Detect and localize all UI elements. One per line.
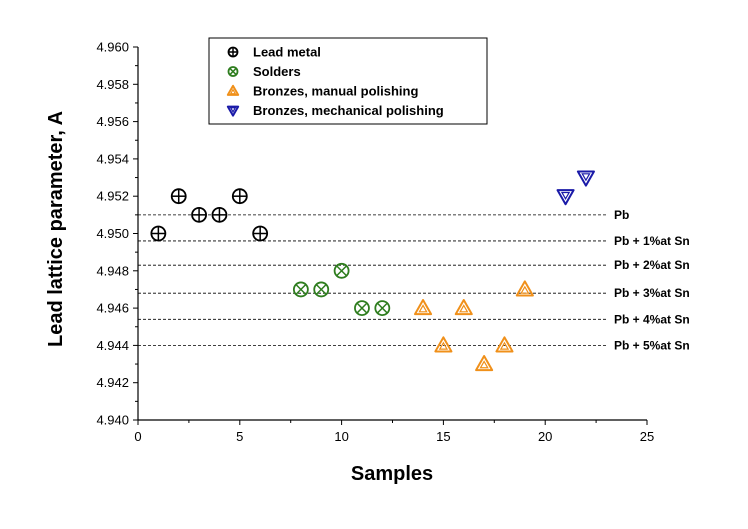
marker-stroke	[356, 302, 368, 314]
legend-entry-label: Bronzes, manual polishing	[253, 84, 418, 99]
series-bronzes-mechanical-polishing	[556, 170, 595, 206]
legend-box	[208, 37, 488, 125]
reference-line-label: Pb + 5%at Sn	[614, 338, 690, 352]
x-axis-title: Samples	[351, 463, 433, 485]
data-point	[576, 170, 595, 187]
data-point	[374, 300, 391, 317]
reference-line-label: Pb + 3%at Sn	[614, 286, 690, 300]
data-point	[454, 299, 473, 316]
y-tick-label: 4.942	[96, 375, 129, 390]
marker-inner	[581, 173, 591, 182]
y-tick-label: 4.954	[96, 151, 129, 166]
marker-stroke	[295, 283, 307, 295]
marker-ring	[292, 281, 309, 298]
marker-inner	[229, 88, 237, 95]
marker-outer	[226, 105, 240, 117]
marker-inner	[520, 285, 530, 294]
y-tick-label: 4.952	[96, 189, 129, 204]
marker-outer	[434, 336, 453, 353]
marker-stroke	[229, 67, 237, 76]
data-point	[292, 281, 309, 298]
marker-outer	[576, 170, 595, 187]
data-point	[475, 355, 494, 372]
legend-entry-label: Solders	[253, 64, 301, 79]
x-tick-label: 10	[334, 429, 348, 444]
marker-ring	[227, 66, 239, 77]
marker-inner	[479, 360, 489, 369]
marker-outer	[413, 299, 433, 316]
marker-outer	[226, 84, 240, 96]
y-tick-label: 4.950	[96, 226, 129, 241]
data-point	[434, 336, 453, 353]
series-bronzes-manual-polishing	[413, 280, 534, 372]
marker-ring	[354, 300, 370, 317]
marker-stroke	[336, 265, 348, 277]
marker-inner	[560, 191, 571, 201]
legend-marker	[226, 84, 240, 96]
reference-line-label: Pb + 1%at Sn	[614, 234, 690, 248]
x-tick-label: 0	[134, 429, 141, 444]
marker-ring	[374, 300, 391, 317]
data-point	[211, 206, 228, 223]
data-point	[231, 188, 248, 205]
legend-entry-label: Bronzes, mechanical polishing	[253, 103, 444, 118]
legend: Lead metal Solders Bronzes, manual polishi…	[208, 37, 488, 125]
marker-inner	[459, 304, 469, 313]
marker-inner	[418, 304, 428, 313]
y-tick-label: 4.956	[96, 114, 129, 129]
marker-stroke	[376, 302, 388, 314]
axes: 4.940 4.942 4.944 4.946 4.948 4.950 4.952 4.954…	[96, 40, 654, 445]
x-tick-label: 20	[538, 429, 552, 444]
data-point	[556, 189, 575, 206]
y-tick-label: 4.940	[96, 413, 129, 428]
data-point	[515, 280, 534, 297]
x-tick-label: 5	[236, 429, 243, 444]
marker-inner	[438, 341, 449, 350]
legend-entry-label: Lead metal	[253, 45, 321, 60]
data-point	[413, 299, 433, 316]
y-tick-label: 4.958	[96, 77, 129, 92]
reference-line-label: Pb + 4%at Sn	[614, 312, 690, 326]
reference-line-label: Pb	[614, 208, 629, 222]
legend-marker	[227, 66, 239, 77]
data-point	[252, 225, 269, 242]
reference-lines: Pb Pb + 1%at Sn Pb + 2%at Sn Pb + 3%at Sn Pb…	[138, 208, 690, 352]
y-axis-title: Lead lattice parameter, A	[45, 111, 67, 347]
marker-outer	[454, 299, 473, 316]
data-point	[191, 206, 207, 223]
y-tick-label: 4.946	[96, 301, 129, 316]
data-point	[150, 225, 167, 242]
marker-ring	[333, 262, 350, 279]
y-tick-label: 4.960	[96, 40, 129, 55]
series-lead-metal	[150, 188, 269, 242]
marker-outer	[495, 336, 514, 353]
y-tick-label: 4.944	[96, 338, 129, 353]
marker-outer	[515, 280, 534, 297]
data-point	[170, 188, 187, 205]
reference-line-label: Pb + 2%at Sn	[614, 258, 690, 272]
marker-outer	[475, 355, 494, 372]
series-solders	[292, 262, 391, 317]
marker-stroke	[315, 283, 327, 295]
marker-inner	[229, 107, 237, 114]
marker-ring	[313, 281, 330, 298]
data-point	[333, 262, 350, 279]
data-point	[313, 281, 330, 298]
marker-outer	[556, 189, 575, 206]
y-tick-label: 4.948	[96, 263, 129, 278]
data-point	[354, 300, 370, 317]
legend-marker	[226, 105, 240, 117]
data-markers	[150, 170, 595, 372]
x-tick-label: 25	[640, 429, 654, 444]
legend-marker	[227, 46, 239, 58]
marker-inner	[499, 341, 510, 350]
x-tick-label: 15	[436, 429, 450, 444]
data-point	[495, 336, 514, 353]
